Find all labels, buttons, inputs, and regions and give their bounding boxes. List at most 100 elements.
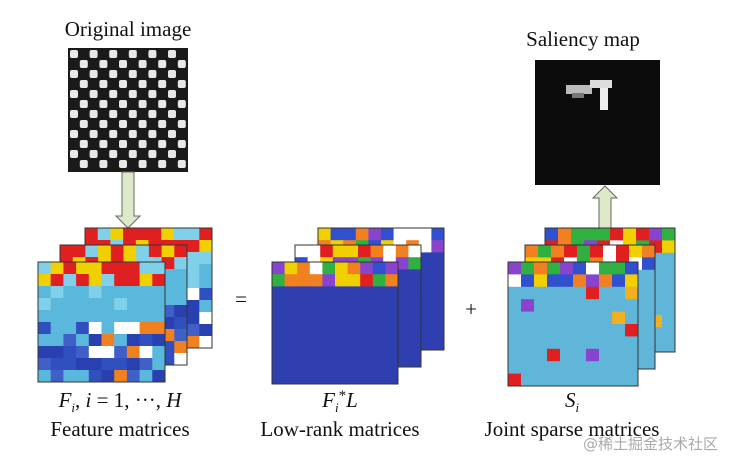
matrix-cell xyxy=(586,274,600,288)
checker-cell xyxy=(158,100,167,108)
matrix-cell xyxy=(662,290,676,303)
matrix-cell xyxy=(139,298,153,311)
matrix-cell xyxy=(101,286,115,299)
matrix-cell xyxy=(599,373,613,387)
matrix-cell xyxy=(508,262,522,275)
matrix-cell xyxy=(126,334,141,347)
matrix-cell xyxy=(597,228,611,241)
matrix-cell xyxy=(385,359,399,373)
matrix-cell xyxy=(322,323,336,336)
matrix-cell xyxy=(360,335,374,348)
matrix-cell xyxy=(139,262,153,275)
matrix-cell xyxy=(521,299,535,313)
matrix-cell xyxy=(508,348,522,362)
matrix-cell xyxy=(408,257,422,270)
matrix-cell xyxy=(508,274,522,288)
matrix-cell xyxy=(199,300,213,313)
checker-cell xyxy=(79,80,88,88)
matrix-cell xyxy=(309,274,323,287)
matrix-cell xyxy=(101,346,115,359)
checker-cell xyxy=(79,60,88,68)
matrix-cell xyxy=(560,311,574,325)
subscript: i xyxy=(71,400,75,415)
matrix-cell xyxy=(63,358,77,371)
matrix-cell xyxy=(123,228,137,241)
matrix-cell xyxy=(297,335,311,348)
matrix-cell xyxy=(642,269,656,283)
matrix-cell xyxy=(547,262,561,275)
matrix-cell xyxy=(174,245,188,258)
matrix-cell xyxy=(174,317,188,330)
original-image xyxy=(68,48,188,172)
matrix-cell xyxy=(322,262,336,275)
matrix-cell xyxy=(152,262,166,275)
matrix-cell xyxy=(173,228,188,241)
checker-cell xyxy=(168,90,176,98)
image-bg xyxy=(68,48,188,172)
matrix-cell xyxy=(431,301,445,314)
matrix-cell xyxy=(625,274,639,288)
matrix-cell xyxy=(76,286,90,299)
matrix-cell xyxy=(76,346,90,359)
matrix-cell xyxy=(395,330,409,344)
matrix-cell xyxy=(88,322,102,335)
matrix-cell xyxy=(126,286,141,299)
matrix-cell xyxy=(560,373,574,387)
matrix-cell xyxy=(586,299,600,313)
matrix-cell xyxy=(186,252,200,265)
matrix-cell xyxy=(38,262,52,275)
matrix-cell xyxy=(335,298,349,312)
matrix-cell xyxy=(360,323,374,336)
matrix-cell xyxy=(110,245,124,258)
matrix-cell xyxy=(395,257,409,270)
checker-cell xyxy=(119,120,127,128)
matrix-cell xyxy=(309,262,323,275)
feature-stack xyxy=(37,227,213,383)
checker-cell xyxy=(89,110,98,118)
matrix-cell xyxy=(297,347,311,361)
matrix-cell xyxy=(625,348,639,362)
matrix-cell xyxy=(636,228,650,241)
matrix-cell xyxy=(547,336,561,350)
checker-cell xyxy=(128,110,137,118)
matrix-cell xyxy=(139,370,153,383)
checker-cell xyxy=(99,80,108,88)
matrix-cell xyxy=(418,301,432,314)
matrix-stacks xyxy=(37,227,676,387)
checker-cell xyxy=(70,110,78,118)
matrix-cell xyxy=(284,347,298,361)
equals-sign: = xyxy=(235,287,247,311)
matrix-cell xyxy=(88,310,102,323)
matrix-cell xyxy=(50,286,64,299)
matrix-cell xyxy=(431,228,445,241)
matrix-cell xyxy=(521,348,535,362)
matrix-cell xyxy=(360,262,374,275)
matrix-cell xyxy=(114,322,128,335)
matrix-cell xyxy=(152,322,166,335)
matrix-cell xyxy=(126,274,141,287)
checker-cell xyxy=(138,160,147,168)
matrix-cell xyxy=(564,245,578,258)
matrix-cell xyxy=(345,245,359,258)
checker-cell xyxy=(158,80,167,88)
checker-cell xyxy=(138,140,147,148)
matrix-cell xyxy=(408,318,422,331)
matrix-cell xyxy=(431,313,445,327)
matrix-cell xyxy=(272,371,286,385)
checker-cell xyxy=(168,150,176,158)
matrix-cell xyxy=(395,354,409,368)
checker-cell xyxy=(70,90,78,98)
checker-cell xyxy=(119,60,127,68)
matrix-cell xyxy=(272,323,286,336)
checker-cell xyxy=(70,70,78,78)
matrix-cell xyxy=(547,373,561,387)
matrix-cell xyxy=(318,228,332,241)
matrix-cell xyxy=(408,330,422,344)
matrix-cell xyxy=(360,347,374,361)
checker-cell xyxy=(128,90,137,98)
matrix-cell xyxy=(395,281,409,295)
matrix-cell xyxy=(347,262,361,275)
matrix-cell xyxy=(586,336,600,350)
matrix-cell xyxy=(63,310,77,323)
matrix-cell xyxy=(152,358,166,371)
